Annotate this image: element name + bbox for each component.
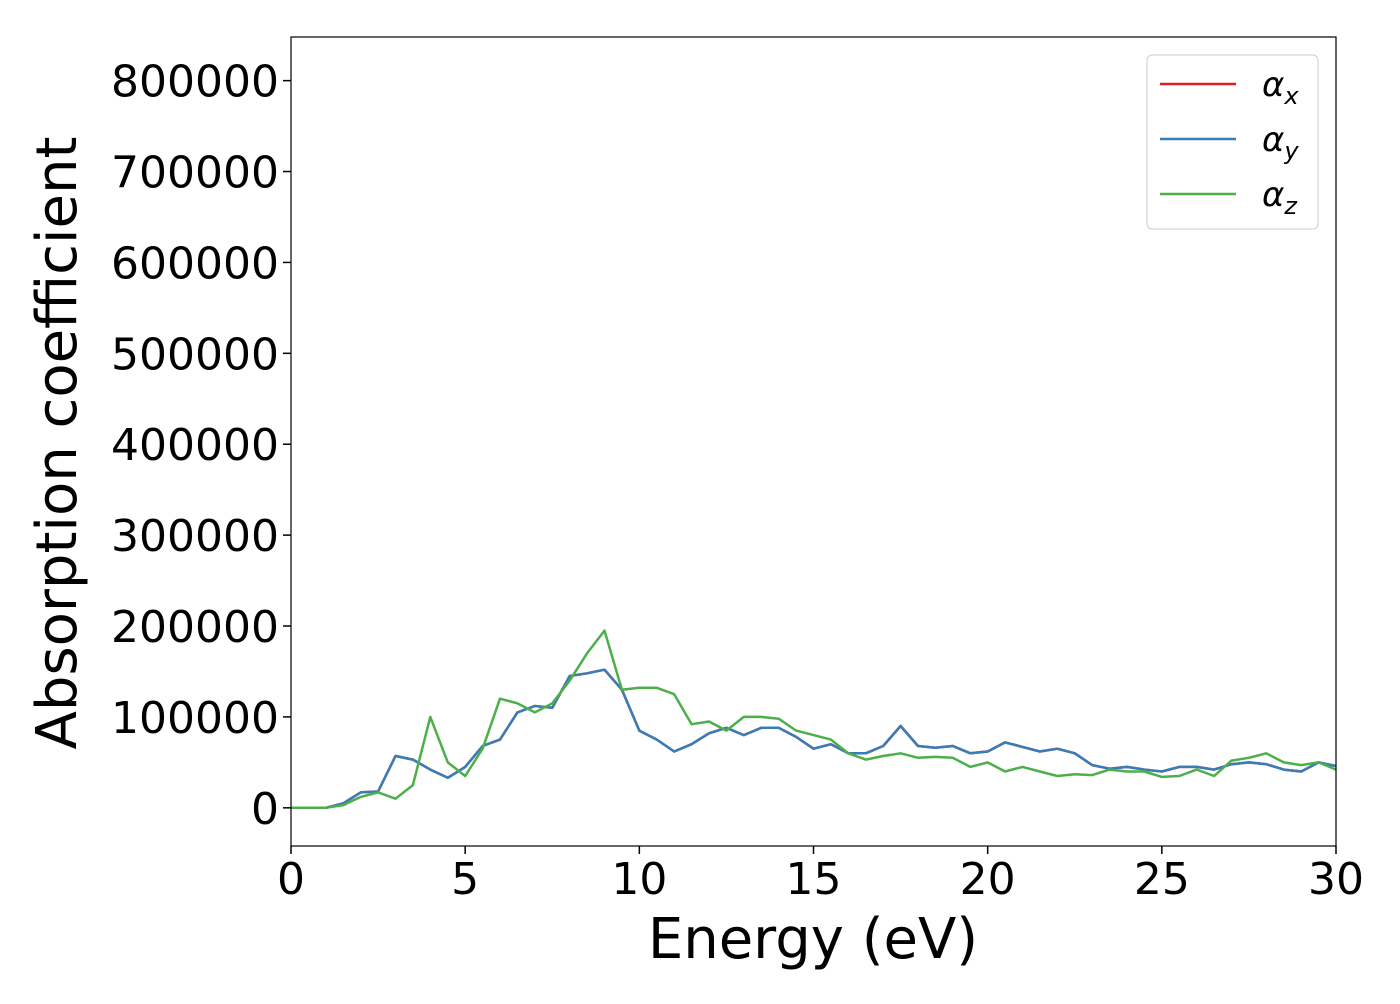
legend-box bbox=[1146, 54, 1319, 230]
x-tick-label: 30 bbox=[1308, 854, 1364, 905]
x-tick-label: 15 bbox=[786, 854, 842, 905]
x-tick-label: 10 bbox=[611, 854, 667, 905]
y-tick-label: 800000 bbox=[111, 57, 279, 108]
x-tick-label: 20 bbox=[960, 854, 1016, 905]
y-tick-label: 500000 bbox=[111, 329, 279, 380]
y-tick-label: 200000 bbox=[111, 602, 279, 653]
x-tick-label: 25 bbox=[1134, 854, 1190, 905]
y-tick-label: 0 bbox=[251, 784, 279, 835]
legend-label: αz bbox=[1262, 175, 1298, 220]
legend-label: αy bbox=[1262, 120, 1299, 165]
y-tick-label: 100000 bbox=[111, 693, 279, 744]
plot-frame bbox=[290, 36, 1337, 847]
series-line bbox=[291, 668, 1337, 810]
x-tick-label: 0 bbox=[277, 854, 305, 905]
y-tick-label: 300000 bbox=[111, 511, 279, 562]
y-tick-label: 400000 bbox=[111, 420, 279, 471]
y-axis-label: Absorption coefficient bbox=[25, 137, 90, 750]
series-line bbox=[291, 668, 1337, 810]
y-tick-label: 600000 bbox=[111, 238, 279, 289]
series-line bbox=[291, 629, 1337, 810]
y-tick-label: 700000 bbox=[111, 148, 279, 199]
x-tick-label: 5 bbox=[451, 854, 479, 905]
x-axis-label: Energy (eV) bbox=[648, 907, 978, 972]
legend-label: αx bbox=[1262, 65, 1299, 110]
